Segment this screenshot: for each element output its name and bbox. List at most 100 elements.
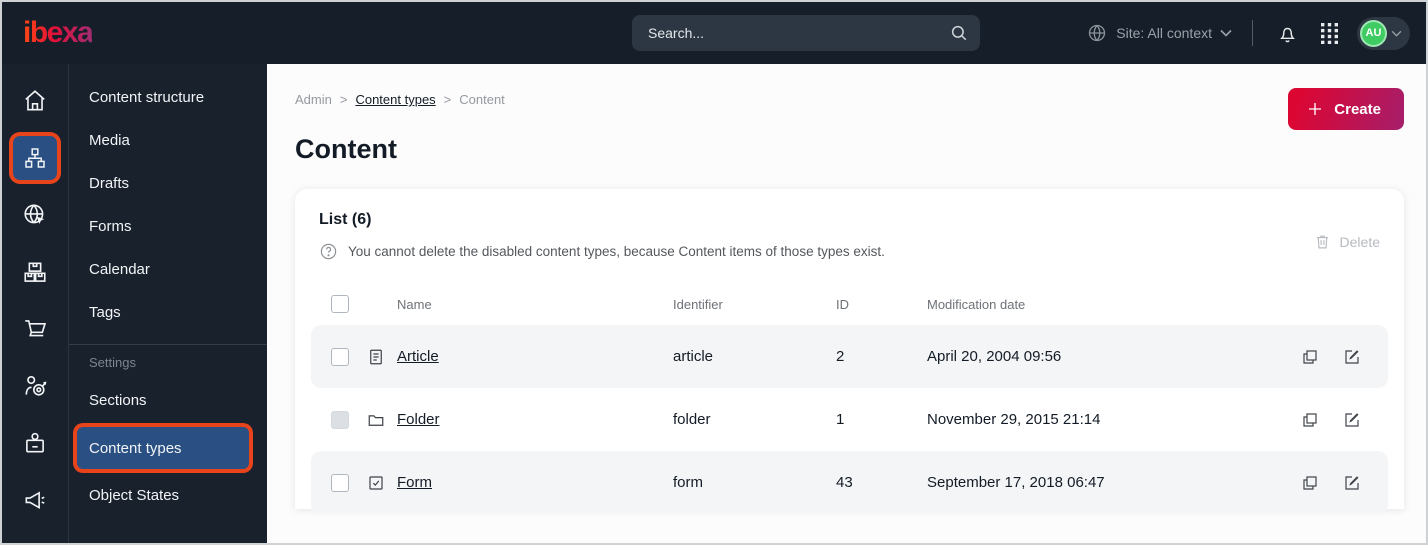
content-type-link[interactable]: Article bbox=[397, 348, 439, 365]
breadcrumb-separator: > bbox=[443, 92, 452, 107]
row-checkbox[interactable] bbox=[331, 347, 349, 366]
sidebar-item-drafts[interactable]: Drafts bbox=[89, 175, 130, 192]
cell-modification-date: September 17, 2018 06:47 bbox=[927, 474, 1105, 491]
admin-badge-icon bbox=[13, 421, 57, 465]
table-header-row: Name Identifier ID Modification date bbox=[311, 283, 1388, 325]
sidebar-item-object-states[interactable]: Object States bbox=[89, 487, 180, 504]
form-icon bbox=[367, 474, 385, 492]
table-row: Folder folder 1 November 29, 2015 21:14 bbox=[311, 388, 1388, 451]
topbar-divider bbox=[1252, 20, 1253, 46]
sidebar-item-forms[interactable]: Forms bbox=[89, 218, 132, 235]
products-icon bbox=[13, 250, 57, 294]
rail-item-products[interactable] bbox=[7, 243, 64, 300]
content-types-list-panel: List (6) You cannot delete the disabled … bbox=[295, 189, 1404, 514]
cell-modification-date: November 29, 2015 21:14 bbox=[927, 411, 1101, 428]
main-content: Admin > Content types > Content Content … bbox=[267, 64, 1426, 543]
edit-button[interactable] bbox=[1336, 404, 1368, 436]
copy-icon bbox=[1301, 474, 1319, 492]
edit-icon bbox=[1343, 411, 1361, 429]
sidebar-item-calendar[interactable]: Calendar bbox=[89, 261, 150, 278]
rail-item-site[interactable] bbox=[7, 186, 64, 243]
cell-id: 43 bbox=[836, 474, 853, 491]
topbar-right-cluster: Site: All context AU bbox=[1086, 2, 1410, 64]
table-row: Article article 2 April 20, 2004 09:56 bbox=[311, 325, 1388, 388]
search-icon[interactable] bbox=[950, 24, 968, 42]
delete-button[interactable]: Delete bbox=[1314, 233, 1380, 250]
copy-button[interactable] bbox=[1294, 404, 1326, 436]
article-icon bbox=[367, 348, 385, 366]
sidebar-divider bbox=[69, 344, 267, 345]
search-input[interactable] bbox=[648, 25, 950, 41]
create-button[interactable]: Create bbox=[1288, 88, 1404, 130]
cell-id: 2 bbox=[836, 348, 845, 365]
user-menu[interactable]: AU bbox=[1357, 16, 1410, 50]
ibexa-logo: ibexa bbox=[23, 16, 94, 49]
copy-button[interactable] bbox=[1294, 467, 1326, 499]
copy-icon bbox=[1301, 411, 1319, 429]
select-all-checkbox[interactable] bbox=[331, 295, 349, 313]
plus-icon bbox=[1306, 100, 1324, 118]
site-context-label: Site: All context bbox=[1116, 25, 1212, 41]
breadcrumb-separator: > bbox=[339, 92, 348, 107]
icon-rail bbox=[2, 64, 69, 543]
avatar: AU bbox=[1360, 19, 1387, 47]
top-bar: ibexa Site: All context bbox=[2, 2, 1426, 64]
notifications-bell-icon[interactable] bbox=[1273, 19, 1301, 47]
row-checkbox-disabled bbox=[331, 410, 349, 429]
rail-item-admin[interactable] bbox=[7, 414, 64, 471]
list-title: List (6) bbox=[319, 211, 372, 228]
globe-icon bbox=[1086, 22, 1108, 44]
home-icon bbox=[13, 79, 57, 123]
breadcrumb-content-types-link[interactable]: Content types bbox=[355, 92, 436, 107]
column-header-id: ID bbox=[836, 296, 849, 312]
content-type-link[interactable]: Folder bbox=[397, 411, 440, 428]
column-header-identifier: Identifier bbox=[673, 296, 723, 312]
content-types-table: Name Identifier ID Modification date bbox=[311, 283, 1388, 514]
rail-item-commerce[interactable] bbox=[7, 300, 64, 357]
sidebar-item-content-types[interactable]: Content types bbox=[77, 427, 249, 469]
edit-button[interactable] bbox=[1336, 467, 1368, 499]
page-title: Content bbox=[295, 134, 397, 164]
list-hint: You cannot delete the disabled content t… bbox=[319, 242, 885, 261]
folder-icon bbox=[367, 411, 385, 429]
sidebar-item-tags[interactable]: Tags bbox=[89, 304, 121, 321]
edit-icon bbox=[1343, 348, 1361, 366]
sidebar-item-sections[interactable]: Sections bbox=[89, 392, 147, 409]
commerce-cart-icon bbox=[13, 307, 57, 351]
breadcrumb: Admin > Content types > Content bbox=[295, 92, 1404, 107]
marketing-megaphone-icon bbox=[13, 478, 57, 522]
cell-id: 1 bbox=[836, 411, 845, 428]
table-row: Form form 43 September 17, 2018 06:47 bbox=[311, 451, 1388, 514]
trash-icon bbox=[1314, 233, 1331, 250]
edit-icon bbox=[1343, 474, 1361, 492]
row-checkbox[interactable] bbox=[331, 473, 349, 492]
cell-identifier: form bbox=[673, 474, 703, 491]
global-search[interactable] bbox=[632, 15, 980, 51]
site-context-dropdown[interactable]: Site: All context bbox=[1086, 22, 1232, 44]
column-header-name: Name bbox=[397, 296, 432, 312]
breadcrumb-content: Content bbox=[459, 92, 505, 107]
copy-icon bbox=[1301, 348, 1319, 366]
content-structure-icon bbox=[13, 135, 57, 180]
sidebar-section-settings: Settings bbox=[89, 354, 136, 370]
cell-identifier: article bbox=[673, 348, 714, 365]
rail-item-content-structure[interactable] bbox=[7, 129, 64, 186]
cell-identifier: folder bbox=[673, 411, 711, 428]
column-header-modification-date: Modification date bbox=[927, 296, 1026, 312]
customers-icon bbox=[13, 364, 57, 408]
help-icon bbox=[319, 242, 338, 261]
copy-button[interactable] bbox=[1294, 341, 1326, 373]
rail-item-marketing[interactable] bbox=[7, 471, 64, 528]
chevron-down-icon bbox=[1220, 29, 1232, 37]
content-type-link[interactable]: Form bbox=[397, 474, 432, 491]
edit-button[interactable] bbox=[1336, 341, 1368, 373]
breadcrumb-admin: Admin bbox=[295, 92, 332, 107]
cell-modification-date: April 20, 2004 09:56 bbox=[927, 348, 1062, 365]
chevron-down-icon bbox=[1391, 30, 1402, 37]
sidebar-item-media[interactable]: Media bbox=[89, 132, 130, 149]
rail-item-dashboard[interactable] bbox=[7, 72, 64, 129]
rail-item-customers[interactable] bbox=[7, 357, 64, 414]
apps-grid-icon[interactable] bbox=[1315, 19, 1343, 47]
sidebar-item-content-structure[interactable]: Content structure bbox=[89, 89, 205, 106]
